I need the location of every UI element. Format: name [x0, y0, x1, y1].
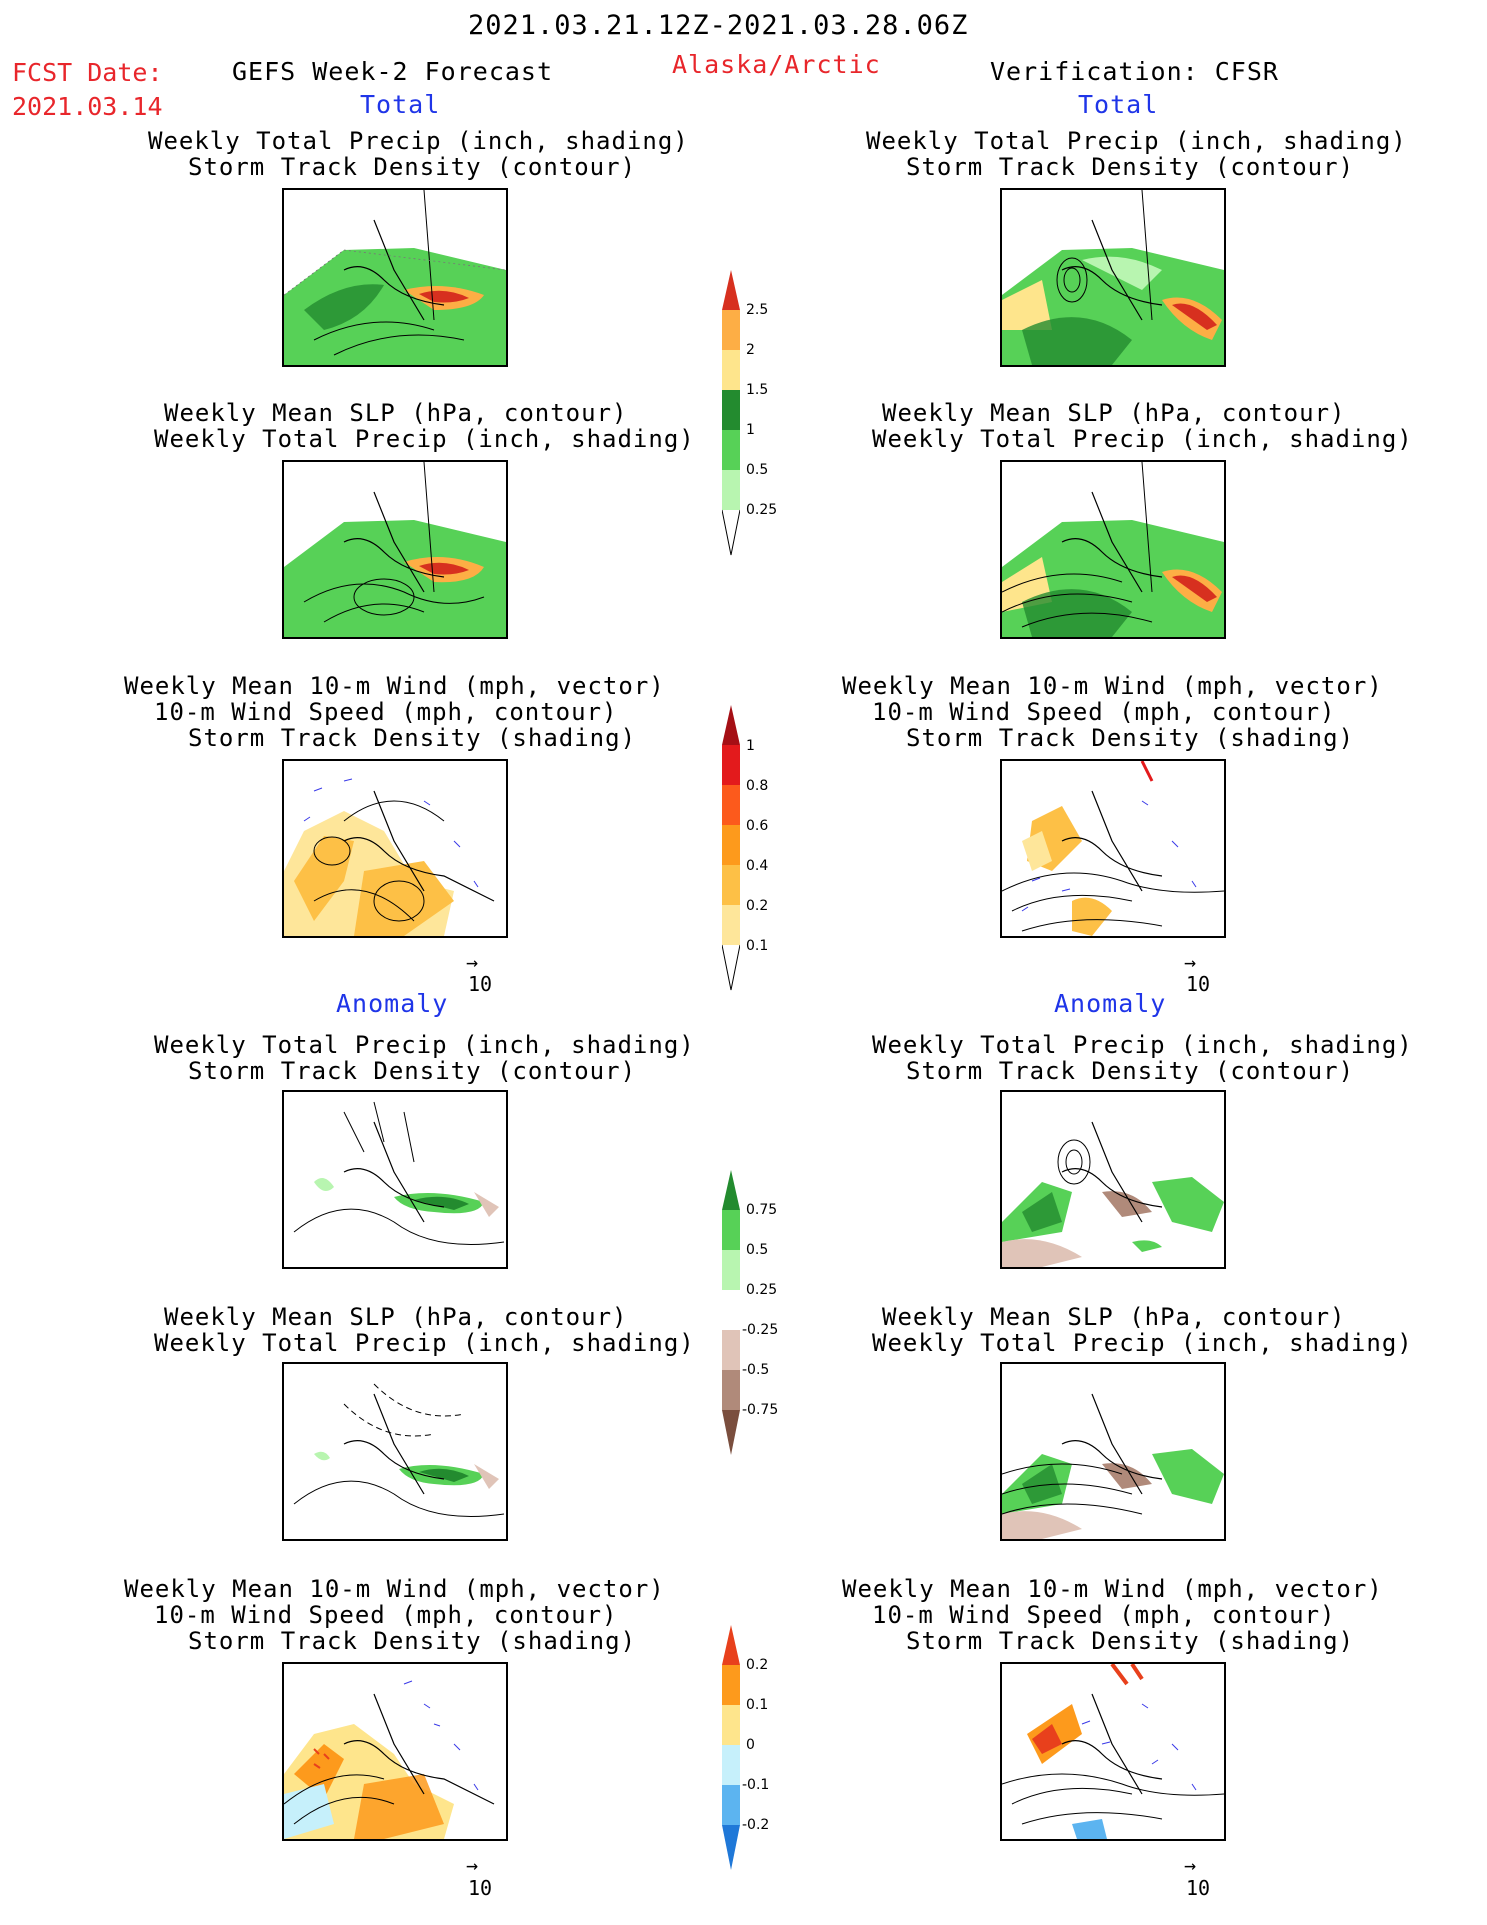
section-total-right: Total: [1078, 90, 1159, 119]
title-l4-b: Storm Track Density (contour): [188, 1057, 637, 1085]
title-r4-a: Weekly Total Precip (inch, shading): [872, 1031, 1413, 1059]
title-r3-b: 10-m Wind Speed (mph, contour): [872, 698, 1336, 726]
colorbar-precip-anom: [722, 1170, 740, 1464]
map-panel-gefs-wind-anom: [282, 1662, 508, 1841]
date-range-title: 2021.03.21.12Z-2021.03.28.06Z: [468, 10, 969, 41]
title-l6-c: Storm Track Density (shading): [188, 1627, 637, 1655]
title-l3-c: Storm Track Density (shading): [188, 724, 637, 752]
cb-st-l4: 0.2: [746, 898, 769, 914]
title-r5-b: Weekly Total Precip (inch, shading): [872, 1329, 1413, 1357]
cb-pa-l2: 0.25: [746, 1282, 778, 1298]
vector-ref-label-r3: 10: [1186, 972, 1211, 996]
title-l2-a: Weekly Mean SLP (hPa, contour): [164, 399, 628, 427]
title-r5-a: Weekly Mean SLP (hPa, contour): [882, 1303, 1346, 1331]
cb-pa-l4: -0.5: [742, 1362, 770, 1378]
cb-pa-l0: 0.75: [746, 1202, 778, 1218]
map-panel-cfsr-wind-total: [1000, 759, 1226, 938]
cb-pa-l3: -0.25: [742, 1322, 779, 1338]
vector-ref-arrow-l3: →: [466, 950, 479, 974]
cb-pa-l1: 0.5: [746, 1242, 769, 1258]
vector-ref-arrow-r3: →: [1184, 950, 1197, 974]
title-l1-a: Weekly Total Precip (inch, shading): [148, 127, 689, 155]
cb-pt-l0: 2.5: [746, 302, 769, 318]
map-panel-gefs-precip-anom: [282, 1090, 508, 1269]
cb-sa-l2: 0: [746, 1737, 755, 1753]
vector-ref-label-l3: 10: [468, 972, 493, 996]
cb-sa-l1: 0.1: [746, 1697, 769, 1713]
section-total-left: Total: [360, 90, 441, 119]
map-panel-gefs-slp-anom: [282, 1362, 508, 1541]
title-l3-b: 10-m Wind Speed (mph, contour): [154, 698, 618, 726]
title-l3-a: Weekly Mean 10-m Wind (mph, vector): [124, 672, 665, 700]
colorbar-precip-total: [721, 270, 741, 564]
cb-sa-l0: 0.2: [746, 1657, 769, 1673]
map-panel-cfsr-slp-total: [1000, 460, 1226, 639]
map-panel-gefs-wind-total: [282, 759, 508, 938]
title-r6-b: 10-m Wind Speed (mph, contour): [872, 1601, 1336, 1629]
cb-pt-l3: 1: [746, 422, 755, 438]
cb-st-l0: 1: [746, 738, 755, 754]
title-r2-a: Weekly Mean SLP (hPa, contour): [882, 399, 1346, 427]
colorbar-storm-anom: [722, 1625, 740, 1879]
cb-pt-l4: 0.5: [746, 462, 769, 478]
cb-st-l3: 0.4: [746, 858, 769, 874]
colorbar-precip-total-c3: [722, 390, 740, 430]
title-r2-b: Weekly Total Precip (inch, shading): [872, 425, 1413, 453]
title-l6-b: 10-m Wind Speed (mph, contour): [154, 1601, 618, 1629]
vector-ref-label-r6: 10: [1186, 1876, 1211, 1900]
map-panel-cfsr-wind-anom: [1000, 1662, 1226, 1841]
map-panel-gefs-precip-total: [282, 188, 508, 367]
title-r1-b: Storm Track Density (contour): [906, 153, 1355, 181]
verification-label: Verification: CFSR: [990, 57, 1279, 86]
map-panel-cfsr-precip-anom: [1000, 1090, 1226, 1269]
title-r4-b: Storm Track Density (contour): [906, 1057, 1355, 1085]
map-panel-cfsr-precip-total: [1000, 188, 1226, 367]
cb-pt-l5: 0.25: [746, 502, 778, 518]
colorbar-storm-total: [721, 705, 741, 999]
title-r3-c: Storm Track Density (shading): [906, 724, 1355, 752]
fcst-date-value: 2021.03.14: [12, 92, 163, 121]
title-l2-b: Weekly Total Precip (inch, shading): [154, 425, 695, 453]
title-l4-a: Weekly Total Precip (inch, shading): [154, 1031, 695, 1059]
title-r6-c: Storm Track Density (shading): [906, 1627, 1355, 1655]
region-label: Alaska/Arctic: [672, 50, 881, 79]
cb-pt-l2: 1.5: [746, 382, 769, 398]
title-l1-b: Storm Track Density (contour): [188, 153, 637, 181]
vector-ref-arrow-r6: →: [1184, 1853, 1197, 1877]
title-r1-a: Weekly Total Precip (inch, shading): [866, 127, 1407, 155]
vector-ref-arrow-l6: →: [466, 1853, 479, 1877]
map-panel-cfsr-slp-anom: [1000, 1362, 1226, 1541]
model-label: GEFS Week-2 Forecast: [232, 57, 554, 86]
cb-sa-l4: -0.2: [742, 1817, 770, 1833]
cb-st-l5: 0.1: [746, 938, 769, 954]
title-r6-a: Weekly Mean 10-m Wind (mph, vector): [842, 1575, 1383, 1603]
colorbar-precip-total-c2: [722, 350, 740, 390]
cb-pa-l5: -0.75: [742, 1402, 779, 1418]
title-l5-a: Weekly Mean SLP (hPa, contour): [164, 1303, 628, 1331]
title-r3-a: Weekly Mean 10-m Wind (mph, vector): [842, 672, 1383, 700]
vector-ref-label-l6: 10: [468, 1876, 493, 1900]
cb-pt-l1: 2: [746, 342, 755, 358]
section-anomaly-right: Anomaly: [1054, 989, 1167, 1018]
colorbar-precip-total-top: [722, 270, 740, 310]
cb-st-l2: 0.6: [746, 818, 769, 834]
colorbar-precip-total-c1: [722, 310, 740, 350]
colorbar-precip-total-c4: [722, 430, 740, 470]
title-l5-b: Weekly Total Precip (inch, shading): [154, 1329, 695, 1357]
cb-st-l1: 0.8: [746, 778, 769, 794]
title-l6-a: Weekly Mean 10-m Wind (mph, vector): [124, 1575, 665, 1603]
cb-sa-l3: -0.1: [742, 1777, 770, 1793]
section-anomaly-left: Anomaly: [336, 989, 449, 1018]
fcst-date-label: FCST Date:: [12, 58, 163, 87]
map-panel-gefs-slp-total: [282, 460, 508, 639]
colorbar-precip-total-c5: [722, 470, 740, 510]
